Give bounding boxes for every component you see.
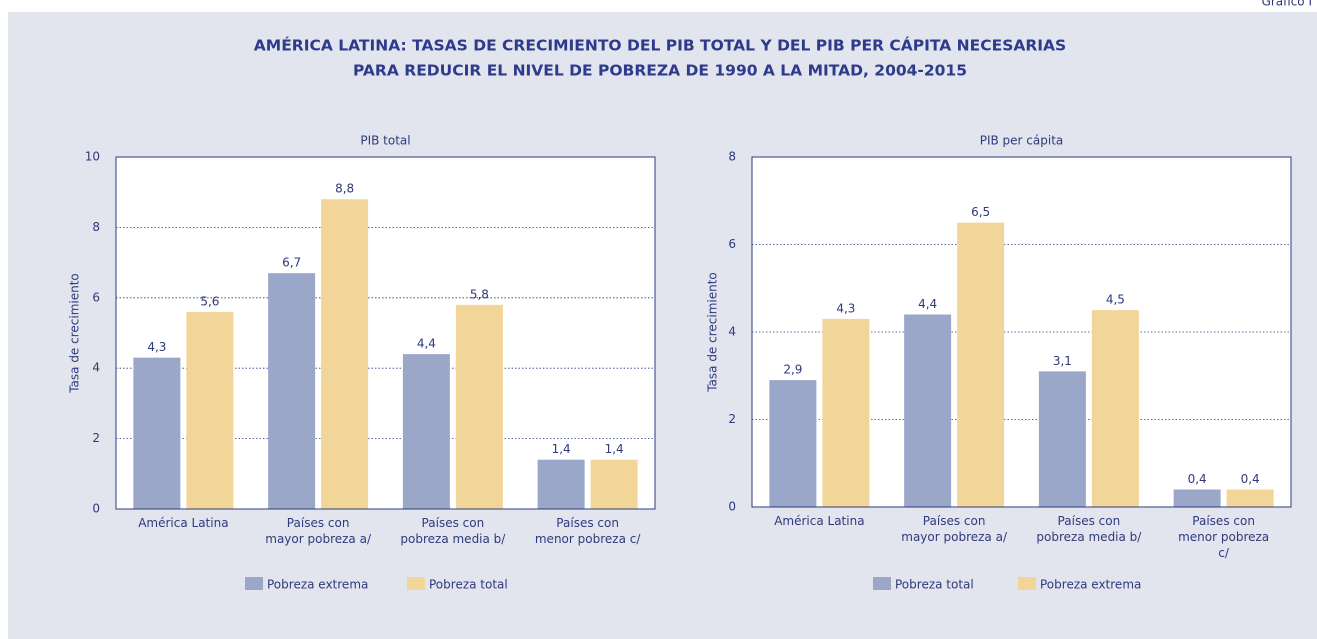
x-tick-label: Países con mayor pobreza a/ xyxy=(901,514,1007,544)
data-label: 4,5 xyxy=(1106,293,1125,307)
y-tick-label: 2 xyxy=(728,412,736,426)
data-label: 6,5 xyxy=(971,205,990,219)
y-tick-label: 0 xyxy=(92,502,100,516)
data-label: 2,9 xyxy=(783,363,802,377)
plot-border xyxy=(751,156,1292,508)
data-label: 0,4 xyxy=(1241,472,1260,486)
bar xyxy=(133,357,181,509)
x-tick-label: Países con menor pobreza c/ xyxy=(534,516,641,546)
bar xyxy=(1038,371,1086,507)
legend-label: Pobreza total xyxy=(895,578,974,592)
legend-swatch xyxy=(873,577,891,590)
x-tick-label: América Latina xyxy=(774,514,865,528)
bar xyxy=(957,222,1005,507)
x-tick-label: Países con pobreza media b/ xyxy=(1036,514,1142,544)
data-label: 4,4 xyxy=(918,297,937,311)
y-tick-label: 4 xyxy=(92,361,100,375)
y-tick-label: 0 xyxy=(728,500,736,514)
data-label: 6,7 xyxy=(282,256,301,270)
data-label: 5,6 xyxy=(200,294,219,308)
data-label: 4,3 xyxy=(836,301,855,315)
y-tick-label: 8 xyxy=(728,150,736,164)
corner-label: Gráfico I xyxy=(1262,0,1312,9)
bar xyxy=(402,354,450,509)
plot-border xyxy=(115,156,656,510)
bar xyxy=(1091,310,1139,507)
bar xyxy=(1173,489,1221,507)
bar xyxy=(1226,489,1274,507)
y-tick-label: 6 xyxy=(92,290,100,304)
bar xyxy=(822,318,870,507)
x-tick-label: Países con menor pobreza c/ xyxy=(1178,514,1270,560)
legend-swatch xyxy=(1018,577,1036,590)
subplot-title: PIB per cápita xyxy=(980,134,1064,148)
bar xyxy=(590,459,638,509)
data-label: 0,4 xyxy=(1188,472,1207,486)
legend-label: Pobreza extrema xyxy=(267,578,368,592)
bar xyxy=(537,459,585,509)
chart-title: AMÉRICA LATINA: TASAS DE CRECIMIENTO DEL… xyxy=(254,36,1066,55)
data-label: 4,4 xyxy=(417,337,436,351)
legend-label: Pobreza extrema xyxy=(1040,578,1141,592)
y-tick-label: 6 xyxy=(728,237,736,251)
y-axis-label: Tasa de crecimiento xyxy=(68,273,82,394)
y-axis-label: Tasa de crecimiento xyxy=(706,272,720,393)
data-label: 1,4 xyxy=(552,442,571,456)
x-tick-label: América Latina xyxy=(138,516,229,530)
bar xyxy=(321,199,369,510)
legend-swatch xyxy=(407,577,425,590)
bar xyxy=(769,380,817,507)
data-label: 3,1 xyxy=(1053,354,1072,368)
bar xyxy=(268,273,316,509)
chart-title: PARA REDUCIR EL NIVEL DE POBREZA DE 1990… xyxy=(353,62,967,80)
y-tick-label: 10 xyxy=(85,150,100,164)
legend-label: Pobreza total xyxy=(429,578,508,592)
y-tick-label: 2 xyxy=(92,431,100,445)
legend-swatch xyxy=(245,577,263,590)
y-tick-label: 4 xyxy=(728,325,736,339)
data-label: 8,8 xyxy=(335,182,354,196)
bar xyxy=(904,314,952,507)
data-label: 5,8 xyxy=(470,287,489,301)
bar xyxy=(186,311,234,509)
y-tick-label: 8 xyxy=(92,220,100,234)
x-tick-label: Países con pobreza media b/ xyxy=(400,516,506,546)
data-label: 4,3 xyxy=(147,340,166,354)
data-label: 1,4 xyxy=(605,442,624,456)
x-tick-label: Países con mayor pobreza a/ xyxy=(265,516,371,546)
subplot-title: PIB total xyxy=(360,134,410,148)
bar xyxy=(455,304,503,509)
